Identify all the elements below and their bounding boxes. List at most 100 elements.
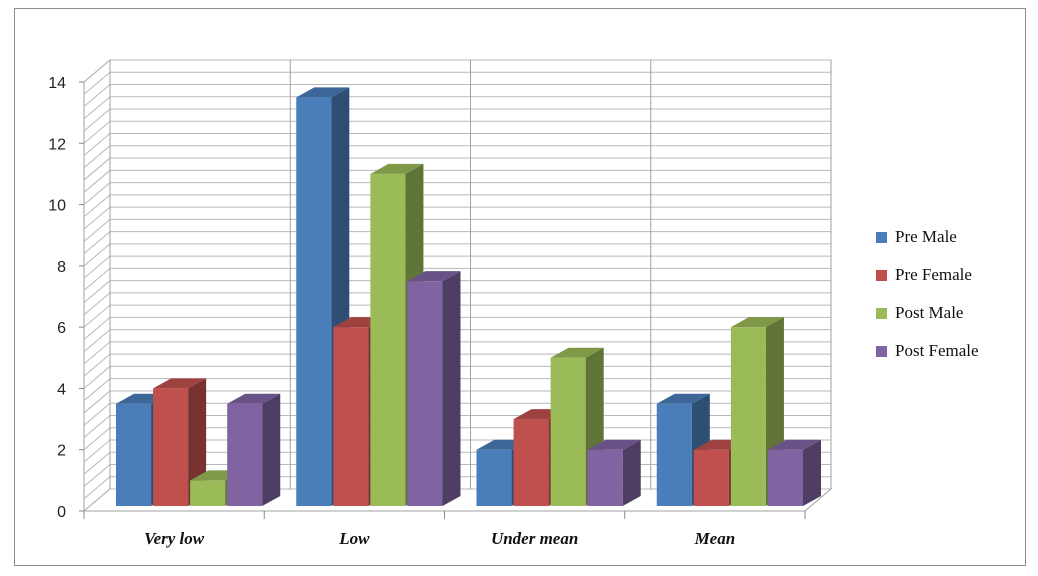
bar [407, 271, 461, 506]
bar-top [767, 439, 821, 450]
gridline [83, 329, 111, 353]
y-tick-label: 14 [48, 75, 66, 92]
bar-front [730, 327, 766, 506]
bar-top [656, 393, 710, 404]
gridline [83, 120, 111, 144]
gridline [83, 218, 111, 242]
legend-swatch [876, 269, 887, 281]
gridline [83, 341, 111, 365]
chart-tick-labels: 0 2 4 6 8 10 12 14 Very low Low Under mean Mean [48, 75, 735, 548]
y-tick-label: 4 [57, 381, 66, 398]
gridline [83, 59, 111, 83]
bar-front [587, 449, 623, 506]
bar-front [407, 281, 443, 506]
bar-top [370, 163, 424, 174]
gridline [83, 157, 111, 181]
legend-label: Post Male [895, 303, 964, 322]
gridline [83, 427, 111, 451]
bar-top [550, 347, 604, 358]
gridline [83, 451, 111, 475]
bar-top [587, 439, 641, 450]
x-category-label: Low [338, 529, 370, 548]
bar-top [730, 317, 784, 328]
bar [153, 378, 207, 506]
bar-side [803, 439, 821, 506]
bar-top [227, 393, 281, 404]
chart-legend: Pre Male Pre Female Post Male Post Female [876, 218, 979, 370]
gridline [83, 243, 111, 267]
bar-top [153, 378, 207, 389]
gridline [83, 353, 111, 377]
bar-top [296, 87, 350, 98]
bar-front [153, 388, 189, 506]
gridline [83, 476, 111, 500]
gridline [83, 439, 111, 463]
gridline [83, 145, 111, 169]
legend-swatch [876, 307, 887, 319]
y-tick-label: 8 [57, 259, 66, 276]
gridline [83, 108, 111, 132]
x-category-label: Under mean [491, 529, 578, 548]
legend-swatch [876, 345, 887, 357]
bar-front [476, 449, 512, 506]
gridline [83, 84, 111, 107]
bar-front [767, 449, 803, 506]
y-tick-label: 0 [57, 504, 66, 521]
gridline [83, 169, 111, 193]
bar-front [296, 97, 332, 507]
gridline [83, 71, 111, 95]
gridline [83, 415, 111, 438]
x-category-label: Mean [694, 529, 736, 548]
bar [767, 439, 821, 506]
gridline [83, 488, 111, 512]
bar-side [442, 271, 461, 506]
bar-front [513, 419, 549, 506]
gridline [83, 378, 111, 402]
bar [227, 393, 281, 506]
legend-item: Post Female [876, 332, 979, 370]
gridline [83, 255, 111, 279]
chart-bars [116, 87, 821, 507]
bar [587, 439, 641, 506]
bar-front [190, 480, 226, 506]
y-tick-label: 6 [57, 320, 66, 337]
legend-swatch [876, 231, 887, 243]
legend-item: Pre Female [876, 256, 979, 294]
bar-side [262, 393, 281, 506]
chart-gridlines [83, 59, 832, 512]
bar-front [370, 173, 406, 506]
bar-front [333, 327, 369, 506]
gridline [83, 366, 111, 389]
gridline [83, 280, 111, 304]
gridline [83, 206, 111, 230]
y-tick-label: 2 [57, 443, 66, 460]
bar-front [550, 357, 586, 506]
gridline [83, 267, 111, 291]
gridline [83, 96, 111, 120]
legend-label: Pre Female [895, 265, 972, 284]
gridline [83, 402, 111, 426]
gridline [83, 231, 111, 254]
x-category-label: Very low [144, 529, 205, 548]
legend-label: Pre Male [895, 227, 957, 246]
gridline [83, 292, 111, 316]
y-tick-label: 10 [48, 198, 66, 215]
bar-front [693, 449, 729, 506]
gridline [83, 194, 111, 218]
gridline [83, 464, 111, 487]
bar-top [407, 271, 461, 282]
gridline [83, 390, 111, 414]
chart-axes [79, 81, 806, 519]
gridline [83, 304, 111, 328]
gridline [83, 182, 111, 205]
legend-item: Pre Male [876, 218, 979, 256]
legend-item: Post Male [876, 294, 979, 332]
bar-front [227, 403, 263, 506]
bar-side [622, 439, 641, 506]
legend-label: Post Female [895, 341, 979, 360]
gridline [83, 133, 111, 156]
gridline [83, 317, 111, 340]
bar-front [116, 403, 152, 506]
bar-front [656, 403, 692, 506]
